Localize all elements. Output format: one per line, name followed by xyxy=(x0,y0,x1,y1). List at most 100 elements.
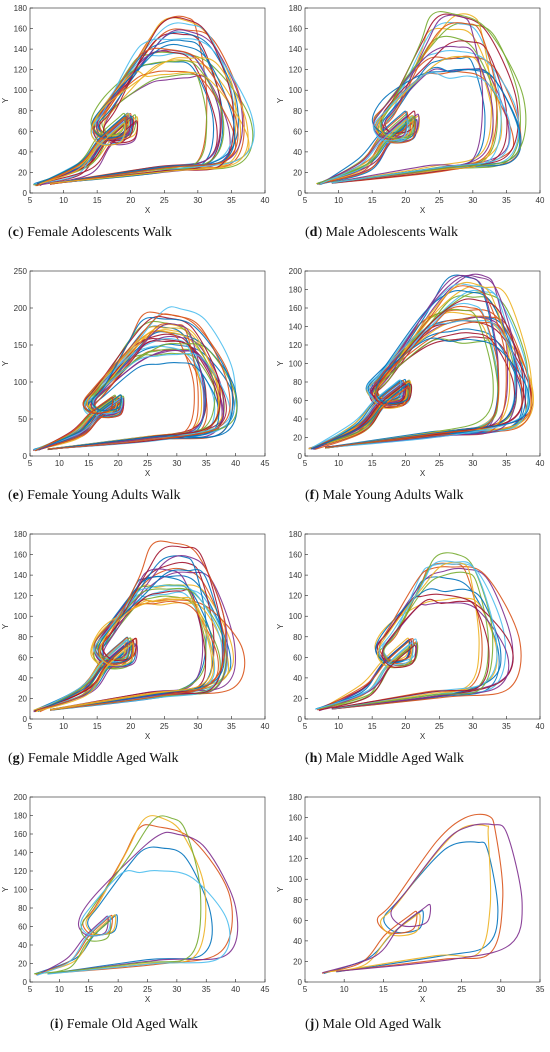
y-axis-label: Y xyxy=(276,97,285,103)
series-line xyxy=(324,824,492,973)
chart-panel-f: 5 10 15 20 25 30 35 40 0 20 40 60 80 100 120 140 160 180 2… xyxy=(275,263,550,526)
y-tick-label: 180 xyxy=(14,4,28,13)
series-line xyxy=(322,823,523,974)
x-tick-label: 10 xyxy=(334,196,343,205)
caption-d: (d) Male Adolescents Walk xyxy=(305,225,459,240)
y-tick-label: 160 xyxy=(289,304,303,313)
series-line xyxy=(36,323,220,451)
chart-c: 5 10 15 20 25 30 35 40 0 20 40 60 80 100 120 140 160 180 X… xyxy=(1,4,270,215)
y-tick-label: 60 xyxy=(293,653,302,662)
y-tick-label: 250 xyxy=(14,267,28,276)
x-tick-label: 5 xyxy=(28,722,33,731)
x-tick-label: 5 xyxy=(303,459,308,468)
x-tick-label: 40 xyxy=(536,459,545,468)
x-tick-label: 25 xyxy=(160,196,169,205)
chart-panel-i: 5 10 15 20 25 30 35 40 45 0 20 40 60 80 100 120 140 160 18… xyxy=(0,789,275,1052)
y-tick-label: 60 xyxy=(18,923,27,932)
y-tick-label: 100 xyxy=(14,378,28,387)
y-tick-label: 160 xyxy=(289,25,303,34)
chart-f: 5 10 15 20 25 30 35 40 0 20 40 60 80 100 120 140 160 180 2… xyxy=(276,267,545,478)
x-tick-label: 15 xyxy=(93,722,102,731)
series-group xyxy=(308,273,534,450)
y-tick-label: 150 xyxy=(14,341,28,350)
y-tick-label: 120 xyxy=(14,592,28,601)
series-line xyxy=(319,55,522,185)
y-tick-label: 20 xyxy=(293,434,302,443)
y-tick-label: 180 xyxy=(289,793,303,802)
series-line xyxy=(33,352,231,451)
series-line xyxy=(35,598,213,713)
chart-panel-g: 5 10 15 20 25 30 35 40 0 20 40 60 80 100 120 140 160 180 X… xyxy=(0,526,275,789)
y-tick-label: 100 xyxy=(289,86,303,95)
y-tick-label: 120 xyxy=(289,855,303,864)
chart-panel-c: 5 10 15 20 25 30 35 40 0 20 40 60 80 100 120 140 160 180 X… xyxy=(0,0,275,263)
y-tick-label: 200 xyxy=(14,793,28,802)
series-line xyxy=(37,600,220,712)
y-tick-label: 40 xyxy=(293,415,302,424)
x-tick-label: 30 xyxy=(496,985,505,994)
y-tick-label: 80 xyxy=(293,896,302,905)
y-tick-label: 100 xyxy=(289,360,303,369)
y-tick-label: 120 xyxy=(289,592,303,601)
chart-g: 5 10 15 20 25 30 35 40 0 20 40 60 80 100 120 140 160 180 X… xyxy=(1,530,270,741)
y-tick-label: 140 xyxy=(14,571,28,580)
y-tick-label: 0 xyxy=(298,189,303,198)
x-axis-label: X xyxy=(420,206,426,215)
caption-e: (e) Female Young Adults Walk xyxy=(8,488,181,503)
x-tick-label: 20 xyxy=(401,196,410,205)
x-tick-label: 35 xyxy=(202,985,211,994)
series-line xyxy=(36,16,235,185)
y-tick-label: 140 xyxy=(289,571,303,580)
y-tick-label: 120 xyxy=(289,66,303,75)
y-tick-label: 180 xyxy=(289,530,303,539)
series-line xyxy=(314,290,517,450)
y-tick-label: 40 xyxy=(18,941,27,950)
series-line xyxy=(315,563,507,710)
y-tick-label: 60 xyxy=(293,127,302,136)
y-tick-label: 140 xyxy=(289,45,303,54)
y-axis-label: Y xyxy=(1,886,10,892)
y-tick-label: 20 xyxy=(18,960,27,969)
series-line xyxy=(34,313,231,452)
series-group xyxy=(34,815,239,976)
x-tick-label: 30 xyxy=(172,985,181,994)
y-tick-label: 160 xyxy=(289,814,303,823)
x-tick-label: 30 xyxy=(468,459,477,468)
x-tick-label: 10 xyxy=(59,722,68,731)
y-tick-label: 120 xyxy=(289,341,303,350)
y-tick-label: 100 xyxy=(289,612,303,621)
y-tick-label: 60 xyxy=(18,127,27,136)
series-group xyxy=(315,552,522,712)
series-line xyxy=(37,568,225,712)
x-tick-label: 10 xyxy=(55,985,64,994)
x-tick-label: 40 xyxy=(536,196,545,205)
series-line xyxy=(35,815,207,975)
y-axis-label: Y xyxy=(276,886,285,892)
x-tick-label: 5 xyxy=(303,985,308,994)
caption-c: (c) Female Adolescents Walk xyxy=(8,225,172,240)
x-tick-label: 30 xyxy=(193,196,202,205)
series-line xyxy=(38,323,205,451)
series-line xyxy=(318,598,490,711)
y-tick-label: 200 xyxy=(289,267,303,276)
y-tick-label: 100 xyxy=(14,86,28,95)
x-axis-label: X xyxy=(145,732,151,741)
plot-area xyxy=(304,533,541,720)
y-tick-label: 180 xyxy=(14,530,28,539)
y-axis-label: Y xyxy=(1,623,10,629)
y-axis-label: Y xyxy=(1,97,10,103)
x-tick-label: 15 xyxy=(93,196,102,205)
y-tick-label: 180 xyxy=(14,812,28,821)
x-tick-label: 15 xyxy=(379,985,388,994)
y-tick-label: 120 xyxy=(14,66,28,75)
series-line xyxy=(315,560,498,710)
y-tick-label: 100 xyxy=(14,612,28,621)
series-line xyxy=(38,322,199,451)
x-tick-label: 25 xyxy=(435,722,444,731)
x-tick-label: 45 xyxy=(261,459,270,468)
chart-panel-d: 5 10 15 20 25 30 35 40 0 20 40 60 80 100 120 140 160 180 X… xyxy=(275,0,550,263)
y-tick-label: 160 xyxy=(14,830,28,839)
series-line xyxy=(316,11,527,185)
y-tick-label: 40 xyxy=(18,674,27,683)
x-tick-label: 5 xyxy=(28,196,33,205)
